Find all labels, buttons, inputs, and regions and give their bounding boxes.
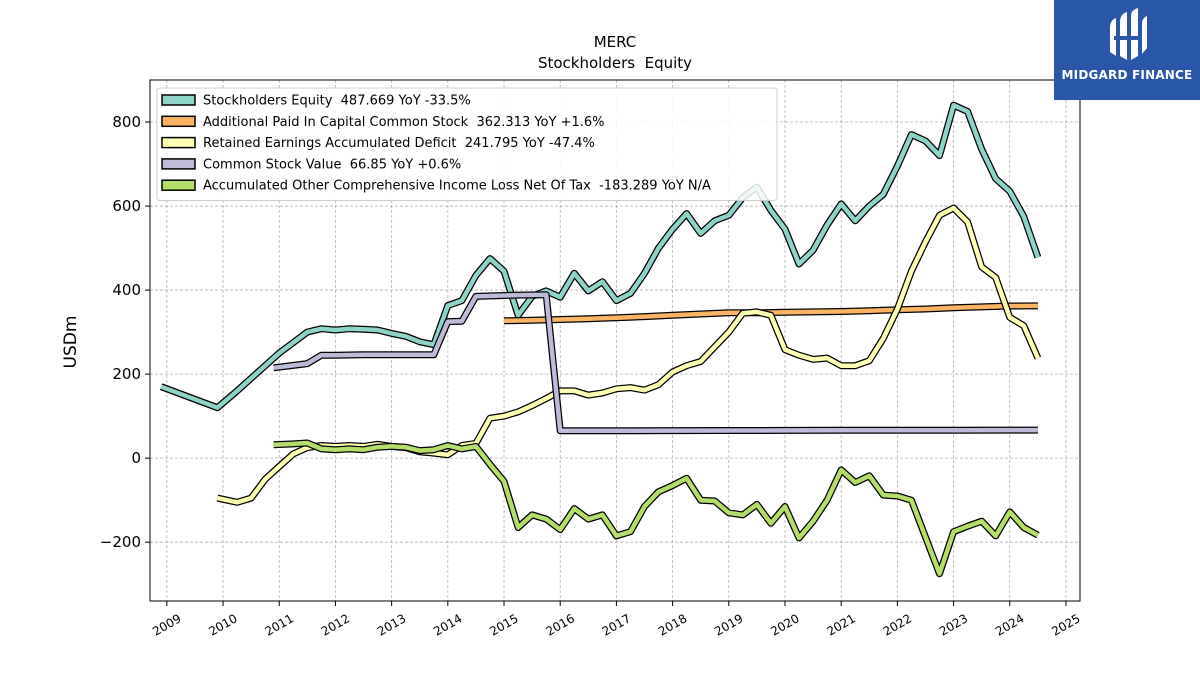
legend-swatch: [161, 115, 196, 128]
legend-swatch: [161, 158, 196, 170]
legend-label: Retained Earnings Accumulated Deficit 24…: [203, 136, 595, 151]
x-tick-label: 2009: [150, 611, 183, 638]
legend-box: [156, 87, 778, 201]
series-line-4: [273, 291, 1038, 435]
x-tick-label: 2017: [600, 611, 633, 638]
plot-frame: [149, 79, 1081, 602]
y-tick-label: 0: [131, 449, 141, 467]
brand-name: MIDGARD FINANCE: [1061, 68, 1193, 82]
series-line-stroke: [160, 102, 1041, 410]
legend-swatch: [161, 179, 196, 191]
legend-swatch: [161, 94, 196, 106]
y-tick-label: 200: [112, 365, 141, 383]
logo-mark-icon: [1110, 8, 1147, 60]
x-tick-label: 2016: [543, 611, 576, 638]
x-tick-label: 2010: [206, 611, 239, 638]
chart-subtitle: Stockholders Equity: [538, 54, 692, 72]
series-line-5: [273, 439, 1040, 578]
x-tick-label: 2020: [768, 611, 801, 638]
y-axis-label: USDm: [61, 316, 81, 369]
x-tick-label: 2011: [263, 611, 296, 638]
series-line-stroke: [273, 440, 1039, 576]
legend-swatch: [161, 136, 196, 149]
x-tick-label: 2022: [881, 611, 914, 638]
x-tick-label: 2025: [1049, 611, 1082, 638]
x-tick-label: 2021: [824, 611, 857, 638]
x-tick-label: 2015: [487, 611, 520, 638]
chart-title: MERC: [594, 33, 637, 51]
series-line-outline: [273, 439, 1040, 578]
series-line-stroke: [273, 292, 1038, 434]
x-tick-label: 2019: [712, 611, 745, 638]
legend-label: Common Stock Value 66.85 YoY +0.6%: [203, 157, 461, 172]
x-tick-label: 2014: [431, 611, 464, 638]
x-tick-label: 2024: [993, 611, 1026, 638]
y-tick-label: −200: [100, 533, 141, 551]
legend-label: Stockholders Equity 487.669 YoY -33.5%: [203, 94, 471, 109]
series-layer: [159, 101, 1042, 578]
legend: Stockholders Equity 487.669 YoY -33.5% Ad…: [156, 87, 778, 201]
y-tick-label: 600: [112, 197, 141, 215]
x-tick-label: 2018: [656, 611, 689, 638]
y-tick-label: 400: [112, 281, 141, 299]
brand-logo: MIDGARD FINANCE: [1054, 0, 1200, 100]
series-line-1: [159, 101, 1042, 412]
x-tick-label: 2013: [375, 611, 408, 638]
legend-label: Additional Paid In Capital Common Stock …: [203, 115, 605, 130]
x-tick-label: 2023: [937, 611, 970, 638]
legend-label: Accumulated Other Comprehensive Income L…: [203, 179, 711, 194]
x-tick-label: 2012: [319, 611, 352, 638]
y-tick-label: 800: [112, 113, 141, 131]
